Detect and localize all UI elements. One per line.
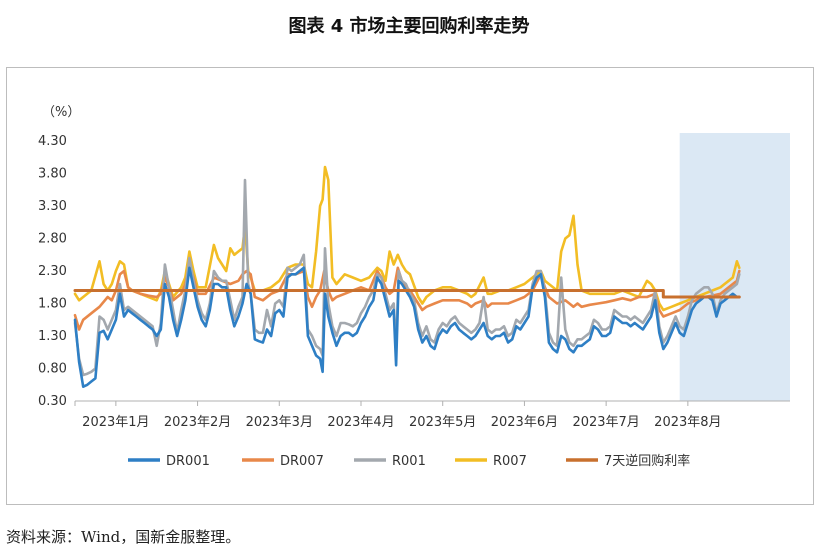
- series-line-r007: [73, 165, 741, 312]
- chart-title: 图表 4 市场主要回购利率走势: [288, 16, 530, 37]
- legend-label: DR001: [166, 454, 210, 469]
- y-tick-label: 3.80: [38, 167, 67, 182]
- legend-label: 7天逆回购利率: [604, 453, 690, 469]
- y-unit-label: （%）: [42, 105, 80, 120]
- y-tick-label: 0.30: [38, 394, 67, 409]
- chart-frame: [6, 67, 814, 505]
- y-tick-label: 0.80: [38, 362, 67, 377]
- y-tick-label: 1.30: [38, 329, 67, 344]
- source-note: 资料来源：Wind，国新金服整理。: [6, 528, 241, 546]
- x-tick-label: 2023年8月: [654, 415, 721, 430]
- series-line-dr001: [73, 266, 741, 388]
- y-tick-label: 1.80: [38, 297, 67, 312]
- x-tick-label: 2023年2月: [164, 415, 231, 430]
- y-tick-label: 2.30: [38, 264, 67, 279]
- series-line-dr007: [73, 263, 741, 331]
- legend-label: R001: [392, 454, 426, 469]
- series-line-r001: [73, 178, 741, 377]
- legend-label: R007: [493, 454, 527, 469]
- x-tick-label: 2023年1月: [82, 415, 149, 430]
- y-tick-label: 3.30: [38, 199, 67, 214]
- x-tick-label: 2023年7月: [572, 415, 639, 430]
- legend-label: DR007: [280, 454, 324, 469]
- x-tick-label: 2023年3月: [246, 415, 313, 430]
- x-tick-label: 2023年4月: [327, 415, 394, 430]
- series-line-7天逆回购利率: [73, 289, 741, 299]
- y-tick-label: 2.80: [38, 232, 67, 247]
- y-tick-label: 4.30: [38, 134, 67, 149]
- x-tick-label: 2023年5月: [409, 415, 476, 430]
- x-tick-label: 2023年6月: [491, 415, 558, 430]
- line-chart: （%） 4.30 3.80 3.30 2.80 2.30 1.80 1.30 0.80 0.30 2…: [38, 105, 790, 469]
